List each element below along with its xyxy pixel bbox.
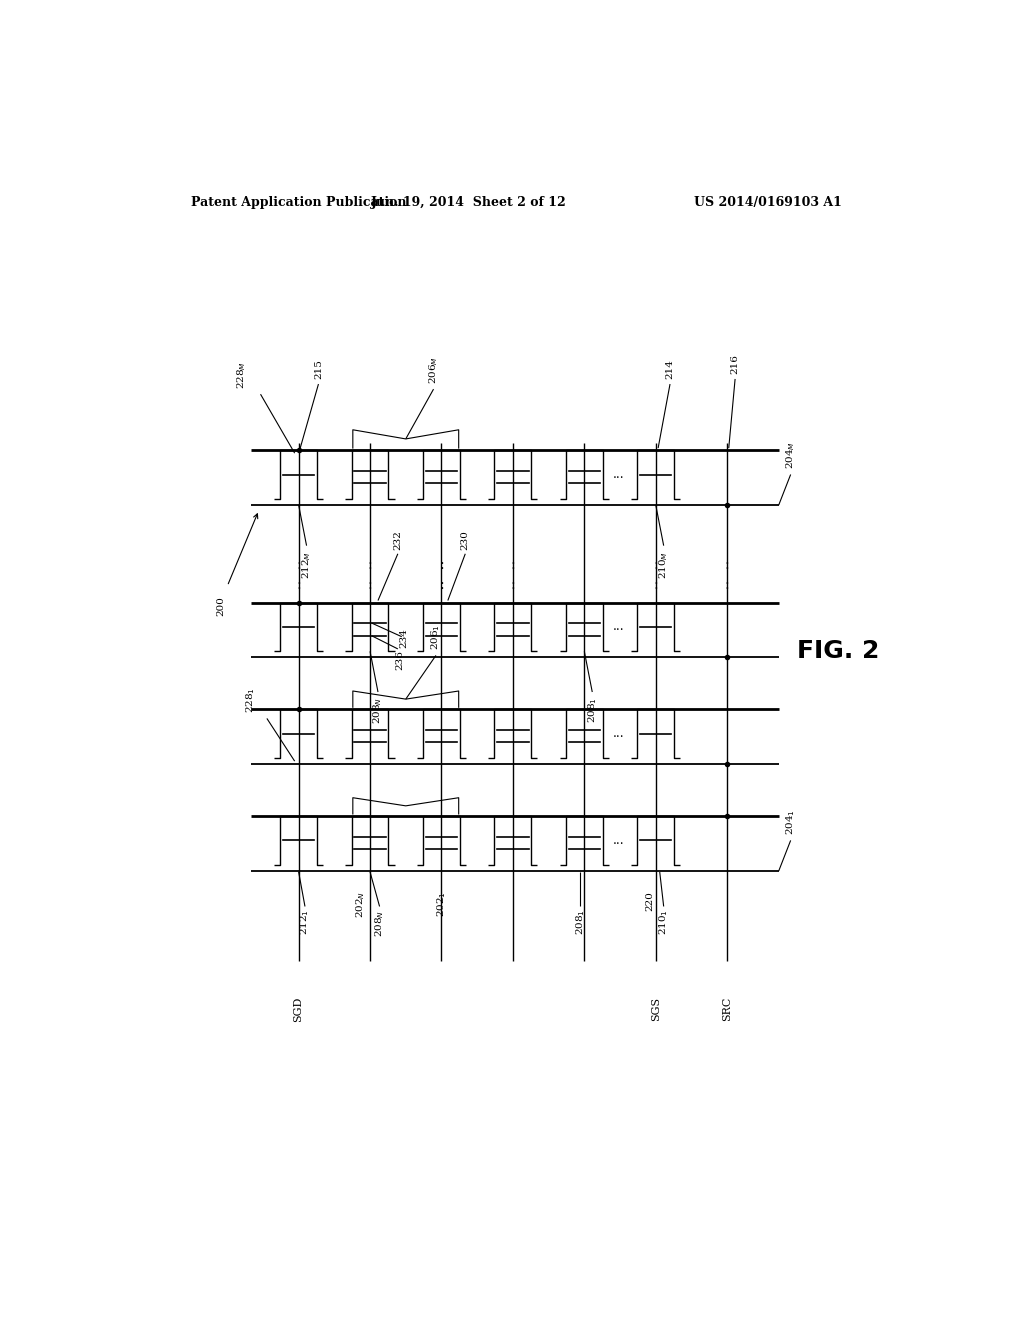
Text: Patent Application Publication: Patent Application Publication [191, 195, 407, 209]
Text: 220: 220 [645, 891, 654, 911]
Text: 206$_M$: 206$_M$ [427, 356, 440, 384]
Text: :: : [368, 578, 373, 593]
Text: 208$_1$: 208$_1$ [573, 909, 587, 936]
Text: US 2014/0169103 A1: US 2014/0169103 A1 [694, 195, 842, 209]
Text: :: : [439, 558, 443, 572]
Text: 232: 232 [393, 529, 402, 549]
Text: 202$_N$: 202$_N$ [354, 891, 367, 919]
Text: 210$_1$: 210$_1$ [657, 909, 670, 936]
Text: 228$_1$: 228$_1$ [245, 688, 257, 713]
Text: :: : [725, 578, 729, 593]
Text: 230: 230 [461, 529, 470, 549]
Text: 214: 214 [666, 359, 675, 379]
Text: 204$_M$: 204$_M$ [784, 441, 797, 470]
Text: 208$_1$: 208$_1$ [586, 697, 599, 723]
Text: 216: 216 [730, 354, 739, 374]
Text: 215: 215 [314, 359, 323, 379]
Text: ...: ... [612, 727, 625, 741]
Text: ...: ... [612, 620, 625, 634]
Text: :: : [511, 578, 515, 593]
Text: 212$_1$: 212$_1$ [299, 909, 311, 936]
Text: 236: 236 [395, 649, 403, 669]
Text: 210$_M$: 210$_M$ [657, 550, 670, 578]
Text: :: : [511, 558, 515, 572]
Text: 206$_1$: 206$_1$ [429, 624, 442, 651]
Text: 202$_1$: 202$_1$ [435, 891, 447, 917]
Text: ...: ... [612, 834, 625, 847]
Text: 200: 200 [216, 597, 225, 616]
Text: 228$_M$: 228$_M$ [236, 362, 248, 389]
Text: :: : [653, 558, 658, 572]
Text: Jun. 19, 2014  Sheet 2 of 12: Jun. 19, 2014 Sheet 2 of 12 [372, 195, 567, 209]
Text: SGD: SGD [294, 997, 304, 1022]
Text: :: : [653, 578, 658, 593]
Text: :: : [725, 558, 729, 572]
Text: ...: ... [612, 469, 625, 480]
Text: :: : [296, 578, 301, 593]
Text: 208$_N$: 208$_N$ [373, 909, 386, 937]
Text: FIG. 2: FIG. 2 [797, 639, 880, 664]
Text: :: : [296, 558, 301, 572]
Text: :: : [439, 578, 443, 593]
Text: 234: 234 [399, 628, 408, 648]
Text: :: : [368, 558, 373, 572]
Text: SRC: SRC [722, 997, 732, 1022]
Text: 208$_N$: 208$_N$ [372, 697, 384, 725]
Text: 212$_M$: 212$_M$ [300, 550, 313, 578]
Text: 204$_1$: 204$_1$ [784, 809, 797, 836]
Text: SGS: SGS [650, 997, 660, 1022]
